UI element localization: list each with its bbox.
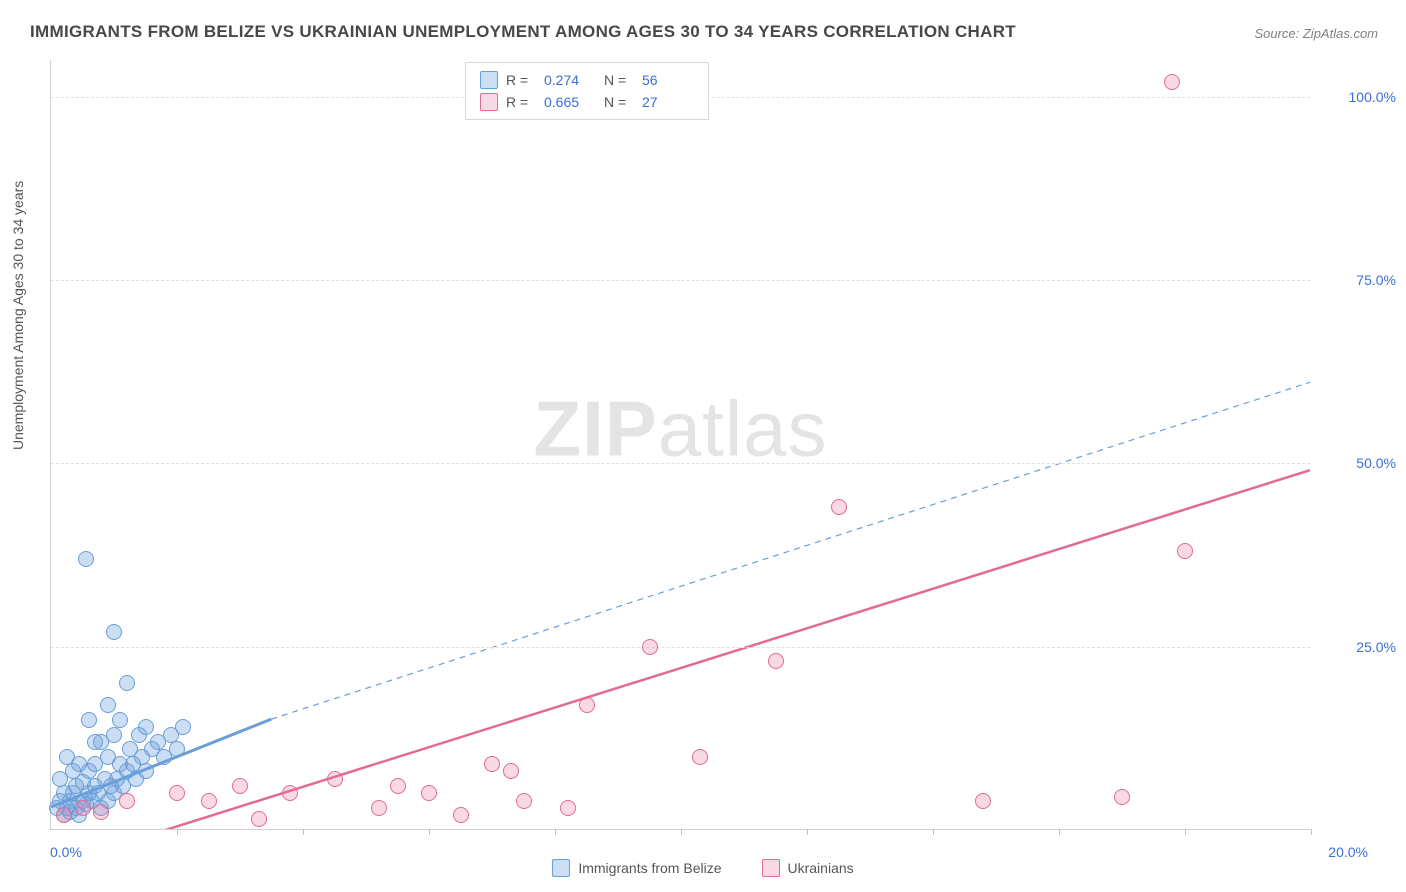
x-axis-zero-label: 0.0%	[50, 844, 82, 860]
x-tick	[1185, 829, 1186, 835]
scatter-point	[1164, 74, 1180, 90]
scatter-point	[251, 811, 267, 827]
gridline-h	[51, 647, 1310, 648]
legend-row: R = 0.274 N = 56	[480, 69, 694, 91]
gridline-h	[51, 280, 1310, 281]
scatter-point	[169, 785, 185, 801]
chart-title: IMMIGRANTS FROM BELIZE VS UKRAINIAN UNEM…	[30, 22, 1016, 42]
scatter-point	[768, 653, 784, 669]
scatter-point	[282, 785, 298, 801]
legend-series: Immigrants from Belize Ukrainians	[0, 859, 1406, 877]
legend-swatch	[762, 859, 780, 877]
legend-r-value: 0.274	[544, 72, 596, 88]
scatter-point	[232, 778, 248, 794]
legend-n-label: N =	[604, 94, 634, 110]
trend-line	[145, 470, 1310, 829]
legend-swatch	[480, 71, 498, 89]
scatter-point	[579, 697, 595, 713]
legend-n-value: 56	[642, 72, 694, 88]
scatter-point	[560, 800, 576, 816]
legend-swatch	[480, 93, 498, 111]
x-tick	[681, 829, 682, 835]
scatter-point	[78, 551, 94, 567]
watermark-zip: ZIP	[533, 385, 657, 473]
legend-n-value: 27	[642, 94, 694, 110]
watermark-atlas: atlas	[658, 385, 828, 473]
x-tick	[933, 829, 934, 835]
scatter-point	[692, 749, 708, 765]
legend-series-item: Ukrainians	[762, 859, 854, 877]
scatter-point	[119, 793, 135, 809]
legend-r-label: R =	[506, 94, 536, 110]
scatter-point	[453, 807, 469, 823]
x-tick	[177, 829, 178, 835]
scatter-point	[100, 697, 116, 713]
scatter-point	[93, 804, 109, 820]
trend-lines-svg	[51, 60, 1310, 829]
scatter-point	[106, 624, 122, 640]
y-tick-label: 50.0%	[1356, 455, 1396, 471]
trend-line	[271, 382, 1310, 719]
y-tick-label: 25.0%	[1356, 639, 1396, 655]
legend-correlation: R = 0.274 N = 56 R = 0.665 N = 27	[465, 62, 709, 120]
legend-n-label: N =	[604, 72, 634, 88]
scatter-point	[201, 793, 217, 809]
scatter-point	[175, 719, 191, 735]
x-axis-max-label: 20.0%	[1328, 844, 1368, 860]
x-tick	[555, 829, 556, 835]
x-tick	[1059, 829, 1060, 835]
y-axis-label: Unemployment Among Ages 30 to 34 years	[10, 181, 26, 450]
scatter-point	[87, 734, 103, 750]
x-tick	[1311, 829, 1312, 835]
scatter-point	[484, 756, 500, 772]
watermark: ZIPatlas	[533, 384, 827, 475]
legend-r-value: 0.665	[544, 94, 596, 110]
legend-series-label: Immigrants from Belize	[578, 860, 721, 876]
legend-row: R = 0.665 N = 27	[480, 91, 694, 113]
scatter-point	[119, 675, 135, 691]
x-tick	[429, 829, 430, 835]
scatter-point	[1114, 789, 1130, 805]
legend-swatch	[552, 859, 570, 877]
legend-series-label: Ukrainians	[788, 860, 854, 876]
x-tick	[807, 829, 808, 835]
gridline-h	[51, 463, 1310, 464]
y-tick-label: 75.0%	[1356, 272, 1396, 288]
legend-r-label: R =	[506, 72, 536, 88]
scatter-point	[81, 712, 97, 728]
legend-series-item: Immigrants from Belize	[552, 859, 721, 877]
scatter-point	[831, 499, 847, 515]
scatter-point	[421, 785, 437, 801]
scatter-point	[138, 719, 154, 735]
scatter-point	[138, 763, 154, 779]
scatter-point	[169, 741, 185, 757]
scatter-point	[71, 756, 87, 772]
scatter-point	[112, 712, 128, 728]
scatter-point	[106, 727, 122, 743]
scatter-point	[1177, 543, 1193, 559]
scatter-point	[327, 771, 343, 787]
plot-area: ZIPatlas	[50, 60, 1310, 830]
scatter-point	[642, 639, 658, 655]
scatter-point	[975, 793, 991, 809]
x-tick	[303, 829, 304, 835]
scatter-point	[56, 807, 72, 823]
y-tick-label: 100.0%	[1349, 89, 1396, 105]
scatter-point	[75, 800, 91, 816]
scatter-point	[390, 778, 406, 794]
source-attribution: Source: ZipAtlas.com	[1254, 26, 1378, 41]
scatter-point	[503, 763, 519, 779]
scatter-point	[371, 800, 387, 816]
scatter-point	[52, 771, 68, 787]
scatter-point	[516, 793, 532, 809]
